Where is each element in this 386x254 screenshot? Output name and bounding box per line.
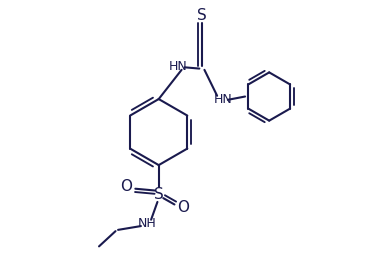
Text: O: O (178, 200, 190, 215)
Text: HN: HN (213, 92, 232, 106)
Text: HN: HN (168, 59, 187, 73)
Text: NH: NH (138, 217, 157, 230)
Text: S: S (154, 187, 164, 202)
Text: S: S (197, 8, 207, 23)
Text: O: O (120, 179, 132, 194)
